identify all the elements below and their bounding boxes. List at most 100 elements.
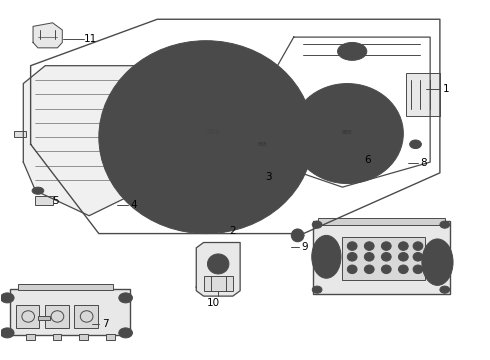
Ellipse shape xyxy=(422,239,453,285)
Ellipse shape xyxy=(119,293,132,303)
Circle shape xyxy=(211,86,214,89)
Bar xyxy=(74,305,98,328)
Ellipse shape xyxy=(347,252,357,261)
Text: 4: 4 xyxy=(131,200,137,210)
Ellipse shape xyxy=(381,252,391,261)
Circle shape xyxy=(211,96,214,98)
Circle shape xyxy=(193,86,196,89)
Ellipse shape xyxy=(398,242,408,250)
Ellipse shape xyxy=(381,265,391,274)
Ellipse shape xyxy=(410,140,421,149)
Circle shape xyxy=(205,91,208,93)
Polygon shape xyxy=(196,243,240,296)
Bar xyxy=(52,334,61,340)
Circle shape xyxy=(211,91,214,93)
Bar xyxy=(35,196,52,205)
Circle shape xyxy=(224,91,227,93)
Polygon shape xyxy=(33,23,62,48)
Circle shape xyxy=(237,100,240,103)
Bar xyxy=(26,334,34,340)
Bar xyxy=(343,237,425,280)
Ellipse shape xyxy=(398,252,408,261)
Ellipse shape xyxy=(312,286,322,293)
Text: 5: 5 xyxy=(52,197,59,206)
Circle shape xyxy=(224,86,227,89)
Circle shape xyxy=(211,100,214,103)
Circle shape xyxy=(224,100,227,103)
Text: 8: 8 xyxy=(420,158,427,168)
Ellipse shape xyxy=(0,293,14,303)
Ellipse shape xyxy=(291,84,403,184)
Ellipse shape xyxy=(338,42,367,60)
Ellipse shape xyxy=(291,229,304,242)
Ellipse shape xyxy=(109,85,196,167)
Ellipse shape xyxy=(365,242,374,250)
Bar xyxy=(38,316,50,320)
Text: 9: 9 xyxy=(301,242,308,252)
Bar xyxy=(244,139,281,150)
Circle shape xyxy=(230,86,233,89)
Text: 888: 888 xyxy=(342,130,353,135)
Text: 1: 1 xyxy=(443,84,449,94)
Circle shape xyxy=(237,96,240,98)
Text: 888: 888 xyxy=(257,142,267,147)
Bar xyxy=(189,119,238,144)
Bar xyxy=(318,218,445,225)
Ellipse shape xyxy=(440,221,450,228)
Ellipse shape xyxy=(347,265,357,274)
Bar xyxy=(79,334,88,340)
Ellipse shape xyxy=(413,242,423,250)
Ellipse shape xyxy=(312,235,341,278)
Ellipse shape xyxy=(99,41,313,234)
Ellipse shape xyxy=(220,105,303,184)
Ellipse shape xyxy=(32,187,44,194)
Bar xyxy=(14,131,26,137)
Text: 11: 11 xyxy=(83,34,97,44)
Circle shape xyxy=(193,96,196,98)
Ellipse shape xyxy=(0,328,14,338)
Circle shape xyxy=(218,91,220,93)
Ellipse shape xyxy=(381,242,391,250)
Circle shape xyxy=(230,96,233,98)
Bar xyxy=(406,73,440,116)
Ellipse shape xyxy=(119,328,132,338)
Bar xyxy=(327,126,368,139)
Text: 3: 3 xyxy=(266,172,272,182)
Circle shape xyxy=(199,100,202,103)
Ellipse shape xyxy=(365,252,374,261)
Ellipse shape xyxy=(207,254,229,274)
Circle shape xyxy=(230,100,233,103)
Bar xyxy=(313,221,450,294)
Circle shape xyxy=(199,86,202,89)
Circle shape xyxy=(205,86,208,89)
Text: 6: 6 xyxy=(365,156,371,165)
Ellipse shape xyxy=(297,140,309,149)
Polygon shape xyxy=(24,66,162,216)
Circle shape xyxy=(205,100,208,103)
Text: 10: 10 xyxy=(207,298,220,308)
Ellipse shape xyxy=(312,221,322,228)
Ellipse shape xyxy=(214,214,232,232)
Circle shape xyxy=(199,91,202,93)
Circle shape xyxy=(205,96,208,98)
Ellipse shape xyxy=(440,286,450,293)
Bar xyxy=(106,334,115,340)
Circle shape xyxy=(237,91,240,93)
Text: 2: 2 xyxy=(229,226,236,236)
Circle shape xyxy=(218,100,220,103)
Ellipse shape xyxy=(365,265,374,274)
Circle shape xyxy=(199,96,202,98)
Bar xyxy=(10,289,129,336)
Ellipse shape xyxy=(413,265,423,274)
Circle shape xyxy=(237,86,240,89)
Ellipse shape xyxy=(413,252,423,261)
Ellipse shape xyxy=(347,242,357,250)
Circle shape xyxy=(193,91,196,93)
Bar xyxy=(16,305,39,328)
Bar xyxy=(45,305,69,328)
Bar xyxy=(19,284,114,290)
Circle shape xyxy=(218,96,220,98)
Circle shape xyxy=(224,96,227,98)
Ellipse shape xyxy=(398,265,408,274)
Text: 7: 7 xyxy=(102,319,108,329)
